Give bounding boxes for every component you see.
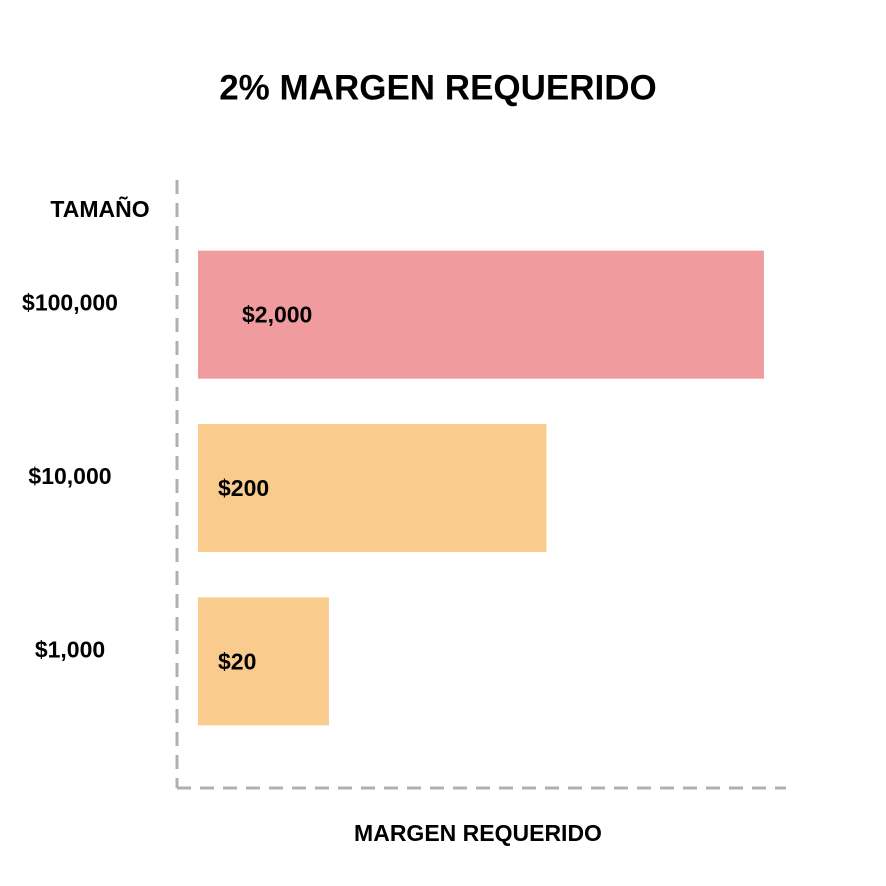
x-axis-label: MARGEN REQUERIDO <box>354 820 602 846</box>
bar <box>198 250 764 379</box>
y-tick-label: $1,000 <box>35 636 105 662</box>
chart-title: 2% MARGEN REQUERIDO <box>219 68 657 107</box>
y-axis-label: TAMAÑO <box>50 195 149 222</box>
y-tick-label: $10,000 <box>28 463 111 489</box>
bar <box>198 597 329 726</box>
value-label: $20 <box>218 648 256 674</box>
y-tick-label: $100,000 <box>22 290 118 316</box>
bar <box>198 424 547 552</box>
value-label: $2,000 <box>242 302 312 328</box>
value-label: $200 <box>218 475 269 501</box>
